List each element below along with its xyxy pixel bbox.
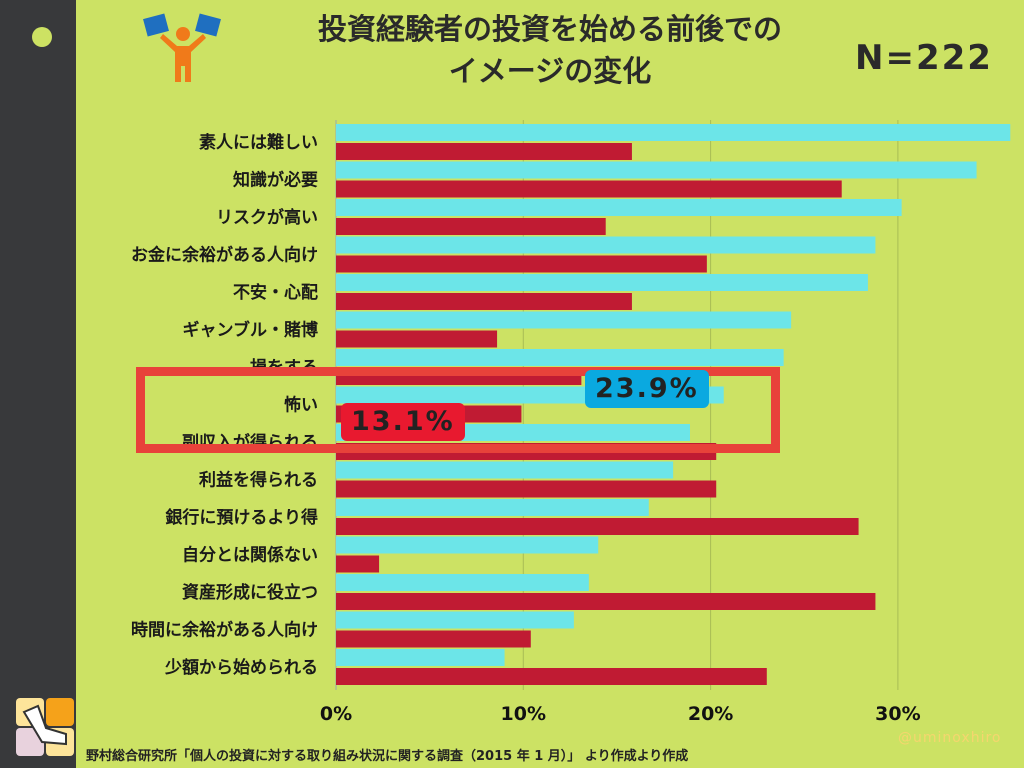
bar-before [336,574,589,591]
bar-after [336,330,498,348]
category-label: 資産形成に役立つ [182,582,318,603]
category-label: 不安・心配 [233,282,318,303]
bar-after [336,593,876,610]
bar-after [336,668,767,685]
category-label: 時間に余裕がある人向け [131,620,318,641]
bar-before [336,499,649,516]
category-label: リスクが高い [216,207,318,228]
bar-after [336,518,859,535]
logo-icon [16,698,74,756]
bar-after [336,630,531,648]
sidebar [0,0,76,768]
highlight-box [136,367,780,453]
sample-size: N=222 [855,38,993,78]
category-label: 少額から始められる [164,657,318,678]
bar-before [336,649,505,666]
bar-before [336,161,977,179]
title-line-2: イメージの変化 [448,54,652,88]
credit: @uminoxhiro [898,730,1002,746]
callout-red: 13.1% [341,403,465,441]
bar-after [336,180,842,198]
bar-after [336,218,606,235]
bar-before [336,199,902,216]
title-line-1: 投資経験者の投資を始める前後での [317,12,782,46]
category-label: 自分とは関係ない [182,545,318,566]
bar-after [336,555,380,573]
category-label: ギャンブル・賭博 [183,320,319,341]
x-tick-label: 20% [688,703,733,725]
bar-before [336,124,1011,141]
category-label: 知識が必要 [232,170,318,191]
dot-decoration [32,27,52,47]
bar-before [336,311,792,329]
bar-before [336,274,868,291]
category-label: 怖い [284,395,318,416]
category-label: 銀行に預けるより得 [165,507,318,528]
category-label: 利益を得られる [199,470,318,491]
chart-title: 投資経験者の投資を始める前後での イメージの変化 [230,8,870,92]
bar-before [336,349,784,366]
source-note: 野村総合研究所「個人の投資に対する取り組み状況に関する調査（2015 年 1 月… [86,749,689,764]
bar-after [336,255,707,273]
category-label: お金に余裕がある人向け [131,245,318,266]
x-tick-label: 0% [320,703,352,725]
x-tick-label: 30% [875,703,920,725]
x-tick-label: 10% [501,703,546,725]
category-label: 素人には難しい [199,132,318,153]
bar-after [336,480,717,498]
bar-before [336,536,599,554]
person-icon [143,13,221,82]
bar-after [336,143,632,160]
bar-before [336,461,674,479]
bar-after [336,293,632,310]
bar-before [336,611,574,629]
bar-before [336,236,876,254]
callout-blue: 23.9% [585,370,709,408]
